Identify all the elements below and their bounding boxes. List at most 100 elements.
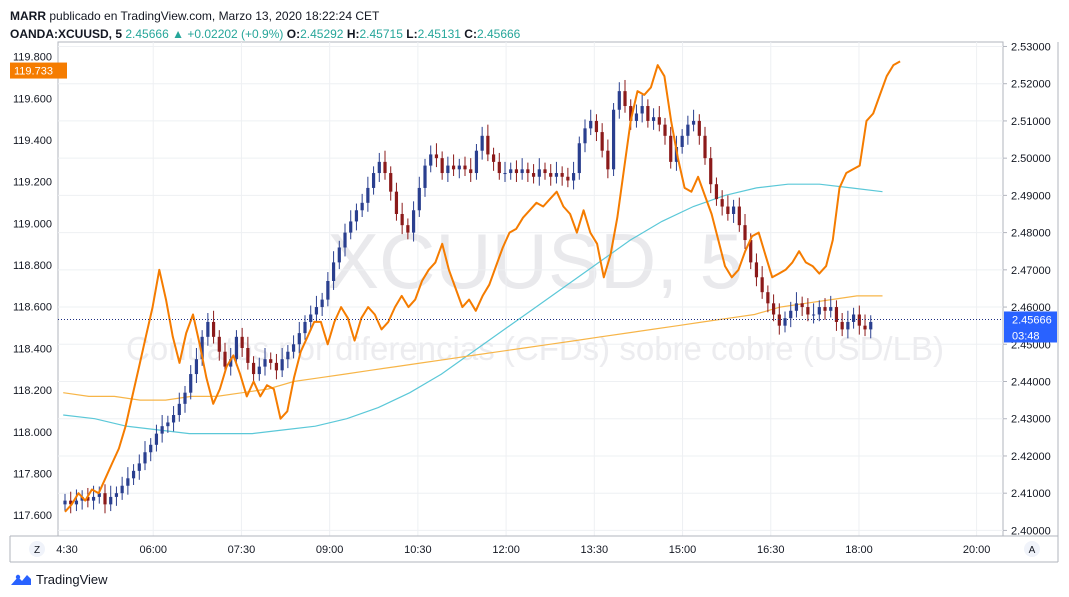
candle-body xyxy=(509,169,513,174)
high-value: 2.45715 xyxy=(359,27,403,41)
candle-body xyxy=(360,202,364,211)
countdown-tag: 03:48 xyxy=(1012,330,1040,342)
low-value: 2.45131 xyxy=(417,27,461,41)
candle-body xyxy=(503,173,507,175)
candle-body xyxy=(434,154,439,159)
candle-body xyxy=(600,132,604,151)
x-tick-label: 10:30 xyxy=(404,544,432,556)
candle-body xyxy=(183,392,187,404)
candle-body xyxy=(623,91,627,107)
candle-body xyxy=(846,321,850,330)
candle-body xyxy=(63,500,67,505)
candle-body xyxy=(691,120,696,125)
candle-body xyxy=(349,221,353,233)
brand-name: TradingView xyxy=(36,572,108,587)
candle-body xyxy=(783,318,787,326)
x-tick-label: 15:00 xyxy=(669,544,697,556)
x-tick-label: 12:00 xyxy=(492,544,520,556)
auto-scale-right-button[interactable] xyxy=(1024,541,1040,557)
auto-scale-left-button[interactable] xyxy=(29,541,45,557)
candle-body xyxy=(526,169,530,174)
symbol-legend: OANDA:XCUUSD, 5 2.45666 ▲ +0.02202 (+0.9… xyxy=(10,27,520,41)
candle-body xyxy=(189,374,193,393)
close-label: C: xyxy=(464,27,477,41)
right-tick-label: 2.48000 xyxy=(1011,228,1051,240)
candle-body xyxy=(91,496,96,501)
right-tick-label: 2.52000 xyxy=(1011,79,1051,91)
candle-body xyxy=(131,470,136,479)
candle-body xyxy=(223,351,227,367)
candle-body xyxy=(789,310,793,319)
candle-body xyxy=(109,496,113,505)
candle-body xyxy=(806,307,810,315)
candle-body xyxy=(400,213,404,226)
candle-body xyxy=(211,321,216,337)
candle-body xyxy=(86,496,90,501)
low-label: L: xyxy=(406,27,418,41)
left-value-tag-bg xyxy=(10,62,67,79)
candle-body xyxy=(754,262,759,278)
moving-averages xyxy=(63,183,883,435)
candle-body xyxy=(206,321,210,337)
candle-body xyxy=(280,359,284,371)
candle-body xyxy=(817,307,821,315)
price-change: +0.02202 (+0.9%) xyxy=(187,27,284,41)
right-tick-label: 2.47000 xyxy=(1011,265,1051,277)
candle-body xyxy=(823,307,827,311)
candle-body xyxy=(577,143,581,174)
candle-body xyxy=(766,292,770,304)
candle-body xyxy=(149,444,153,453)
orange-series-line xyxy=(64,60,901,513)
candle-body xyxy=(606,150,610,170)
right-tick-label: 2.51000 xyxy=(1011,116,1051,128)
left-tick-label: 119.400 xyxy=(13,135,52,147)
candle-body xyxy=(440,158,444,174)
candle-body xyxy=(343,232,347,248)
candle-body xyxy=(480,135,484,151)
candle-body xyxy=(406,225,410,233)
candle-body xyxy=(103,493,107,505)
candle-body xyxy=(646,106,650,121)
candle-body xyxy=(657,117,661,125)
candle-body xyxy=(697,120,701,136)
ma-fast-line xyxy=(63,183,883,435)
candle-body xyxy=(160,426,164,434)
tradingview-logo[interactable]: TradingView xyxy=(10,572,108,587)
candle-body xyxy=(166,422,170,427)
auto-scale-left-label: Z xyxy=(34,545,40,556)
right-tick-label: 2.46000 xyxy=(1011,302,1051,314)
candle-body xyxy=(274,362,279,371)
candle-body xyxy=(709,158,713,185)
candle-body xyxy=(200,336,204,360)
watermark-description: Contratos por diferencias (CFDs) sobre c… xyxy=(126,330,944,367)
candle-body xyxy=(486,135,490,155)
right-tick-label: 2.40000 xyxy=(1011,525,1051,537)
candle-body xyxy=(583,128,587,144)
candle-body xyxy=(737,206,741,226)
ma-slow-line xyxy=(63,295,883,401)
candle-body xyxy=(857,314,861,326)
left-tick-label: 117.800 xyxy=(13,468,52,480)
candle-body xyxy=(114,493,119,497)
candle-body xyxy=(286,351,290,360)
candle-body xyxy=(251,362,256,375)
candle-body xyxy=(669,135,673,162)
watermark-symbol: XCUUSD, 5 xyxy=(327,217,743,305)
candle-body xyxy=(611,109,616,170)
candle-body xyxy=(194,359,199,375)
candle-body xyxy=(429,154,433,166)
candle-body xyxy=(463,165,467,170)
candle-body xyxy=(617,91,621,110)
symbol-title[interactable]: OANDA:XCUUSD, 5 xyxy=(10,27,123,41)
x-tick-label: 13:30 xyxy=(581,544,609,556)
left-tick-label: 118.600 xyxy=(13,302,52,314)
candle-body xyxy=(217,336,221,352)
candle-body xyxy=(743,225,747,241)
author-name[interactable]: MARR xyxy=(10,9,46,23)
left-tick-label: 117.600 xyxy=(13,510,52,522)
candle-body xyxy=(154,433,159,445)
candle-body xyxy=(651,117,656,121)
candle-body xyxy=(634,113,639,121)
candle-body xyxy=(137,463,141,471)
